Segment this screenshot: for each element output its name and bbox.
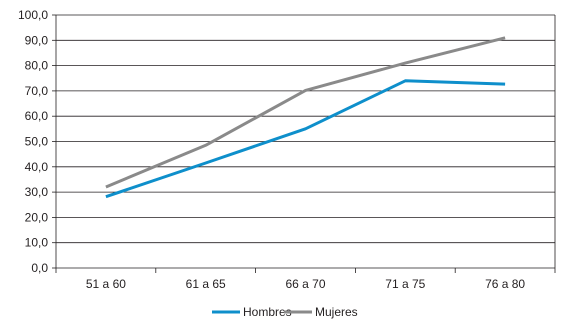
legend: Hombres Mujeres xyxy=(212,305,358,319)
y-tick-label: 60,0 xyxy=(25,109,49,123)
series-line-mujeres xyxy=(105,36,506,189)
y-tick-label: 90,0 xyxy=(25,33,49,47)
series-lines xyxy=(105,36,506,199)
y-tick-label: 0,0 xyxy=(31,261,48,275)
x-tick-label: 66 a 70 xyxy=(285,277,325,291)
legend-label-hombres: Hombres xyxy=(243,305,292,319)
y-tick-label: 20,0 xyxy=(25,210,49,224)
gridlines xyxy=(52,14,556,273)
y-axis-tick-labels: 0,0 10,0 20,0 30,0 40,0 50,0 60,0 70,0 80,0 90,0 1… xyxy=(18,8,48,275)
y-tick-label: 10,0 xyxy=(25,236,49,250)
y-tick-label: 30,0 xyxy=(25,185,49,199)
y-tick-label: 70,0 xyxy=(25,84,49,98)
y-tick-label: 40,0 xyxy=(25,160,49,174)
x-tick-label: 51 a 60 xyxy=(86,277,126,291)
y-tick-label: 80,0 xyxy=(25,59,49,73)
series-line-hombres xyxy=(105,79,506,199)
x-axis-tick-labels: 51 a 60 61 a 65 66 a 70 71 a 75 76 a 80 xyxy=(86,277,526,291)
y-tick-label: 100,0 xyxy=(18,8,48,22)
x-tick-label: 71 a 75 xyxy=(385,277,425,291)
x-tick-label: 76 a 80 xyxy=(485,277,525,291)
legend-label-mujeres: Mujeres xyxy=(315,305,358,319)
y-tick-label: 50,0 xyxy=(25,135,49,149)
x-tick-label: 61 a 65 xyxy=(186,277,226,291)
